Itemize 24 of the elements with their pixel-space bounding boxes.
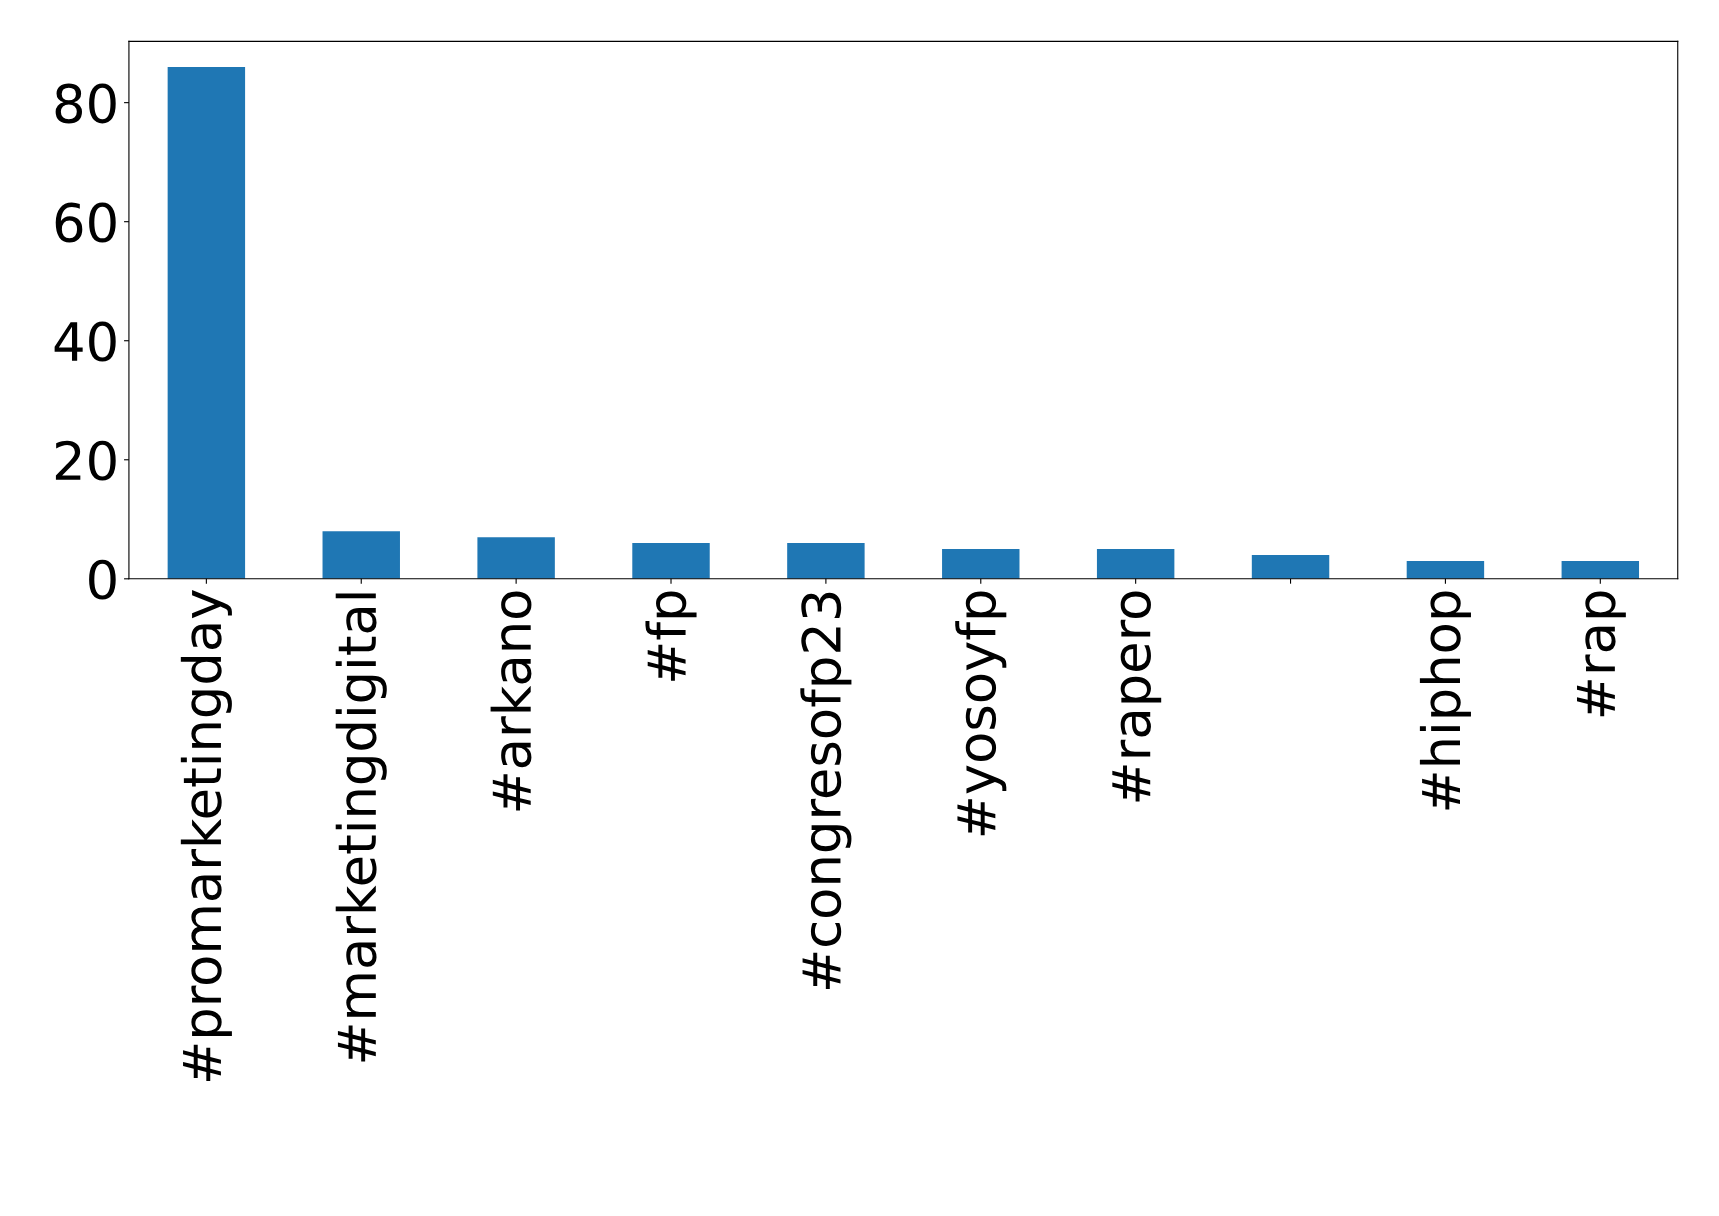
bar xyxy=(1561,560,1640,579)
x-tick-label: #yosoyfp xyxy=(955,591,1007,836)
bar xyxy=(632,543,710,579)
x-tick-label: #hiphop xyxy=(1419,591,1471,810)
y-tick-label: 60 xyxy=(55,202,116,243)
y-tick-label: 0 xyxy=(89,559,116,600)
bar xyxy=(1096,549,1175,579)
x-tick-label: #arkano xyxy=(490,591,532,811)
y-tick-label: 80 xyxy=(55,83,116,124)
x-tick-label: #fp xyxy=(645,591,697,681)
bar xyxy=(167,66,246,579)
bar xyxy=(1406,560,1485,579)
bar xyxy=(942,549,1020,579)
x-tick-label: #rapero xyxy=(1112,591,1162,802)
bar xyxy=(477,537,555,579)
bar xyxy=(322,531,400,579)
x-tick-label: #congresofp23 xyxy=(800,592,852,989)
x-tick-label: #promarketingday xyxy=(180,590,232,1081)
y-tick-label: 20 xyxy=(55,440,116,481)
x-tick-label: #rap xyxy=(1576,591,1626,717)
bar xyxy=(787,543,865,579)
x-tick-label: #marketingdigital xyxy=(335,593,387,1062)
bar xyxy=(1251,555,1330,579)
y-tick-label: 40 xyxy=(54,321,116,362)
